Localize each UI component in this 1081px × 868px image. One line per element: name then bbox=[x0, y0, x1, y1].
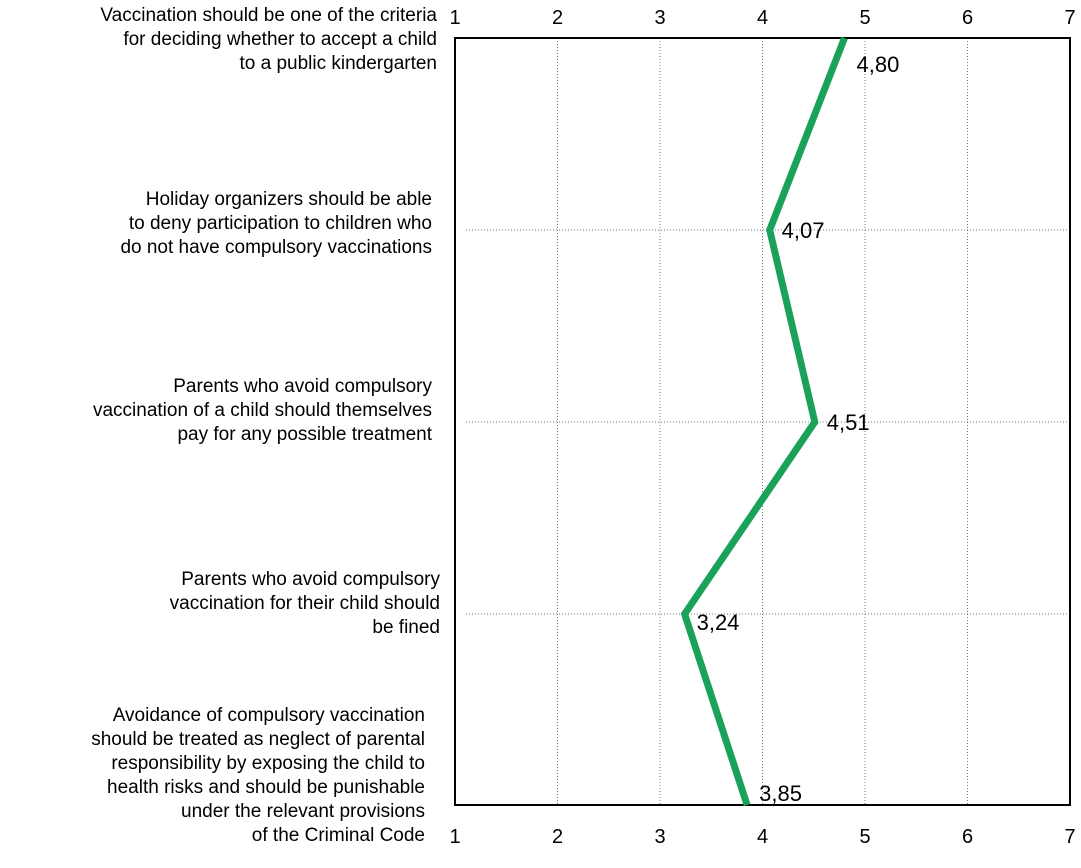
category-label-line: Parents who avoid compulsory bbox=[173, 376, 432, 397]
bottom-tick-label: 4 bbox=[757, 826, 768, 848]
bottom-tick-label: 7 bbox=[1064, 826, 1075, 848]
category-label-line: to deny participation to children who bbox=[128, 213, 432, 234]
category-label-line: vaccination of a child should themselves bbox=[92, 400, 432, 421]
top-tick-label: 7 bbox=[1064, 7, 1075, 29]
category-label-line: Parents who avoid compulsory bbox=[181, 569, 440, 590]
category-label-line: Holiday organizers should be able bbox=[145, 189, 432, 210]
bottom-tick-label: 5 bbox=[859, 826, 870, 848]
category-label-line: be fined bbox=[372, 617, 440, 638]
category-label-line: vaccination for their child should bbox=[169, 593, 440, 614]
category-label-line: of the Criminal Code bbox=[251, 825, 425, 846]
bottom-tick-label: 3 bbox=[654, 826, 665, 848]
category-label-line: Vaccination should be one of the criteri… bbox=[100, 5, 437, 26]
category-label: Avoidance of compulsory vaccination shoul… bbox=[91, 704, 425, 848]
top-tick-label: 3 bbox=[654, 7, 665, 29]
value-label: 4,51 bbox=[827, 410, 870, 435]
tick-labels: 1 1 2 2 3 3 4 4 5 5 6 6 7 7 bbox=[449, 7, 1075, 848]
category-label-line: responsibility by exposing the child to bbox=[111, 753, 425, 774]
category-label-line: for deciding whether to accept a child bbox=[123, 29, 437, 50]
category-label: Parents who avoid compulsory vaccination … bbox=[93, 375, 432, 447]
category-label-line: should be treated as neglect of parental bbox=[91, 729, 425, 750]
value-label: 3,85 bbox=[759, 781, 802, 806]
top-tick-label: 2 bbox=[552, 7, 563, 29]
category-label-line: health risks and should be punishable bbox=[107, 777, 425, 798]
top-tick-label: 5 bbox=[859, 7, 870, 29]
grid-lines bbox=[466, 38, 1070, 805]
value-label: 4,80 bbox=[857, 52, 900, 77]
top-tick-label: 1 bbox=[449, 7, 460, 29]
top-tick-label: 6 bbox=[962, 7, 973, 29]
category-label-line: do not have compulsory vaccinations bbox=[120, 237, 432, 258]
category-label-line: to a public kindergarten bbox=[239, 53, 437, 74]
category-label: Parents who avoid compulsory vaccination … bbox=[170, 568, 440, 640]
value-label: 4,07 bbox=[782, 218, 825, 243]
category-label-line: pay for any possible treatment bbox=[177, 424, 432, 445]
category-label-line: under the relevant provisions bbox=[181, 801, 425, 822]
bottom-tick-label: 1 bbox=[449, 826, 460, 848]
bottom-tick-label: 6 bbox=[962, 826, 973, 848]
top-tick-label: 4 bbox=[757, 7, 768, 29]
category-label: Vaccination should be one of the criteri… bbox=[100, 4, 437, 76]
value-labels: 4,80 4,07 4,51 3,24 3,85 bbox=[697, 52, 900, 806]
value-label: 3,24 bbox=[697, 610, 740, 635]
series-line bbox=[680, 36, 848, 807]
bottom-tick-label: 2 bbox=[552, 826, 563, 848]
category-label: Holiday organizers should be able to deny… bbox=[120, 188, 432, 260]
category-label-line: Avoidance of compulsory vaccination bbox=[112, 705, 425, 726]
plot-frame bbox=[454, 37, 1071, 806]
